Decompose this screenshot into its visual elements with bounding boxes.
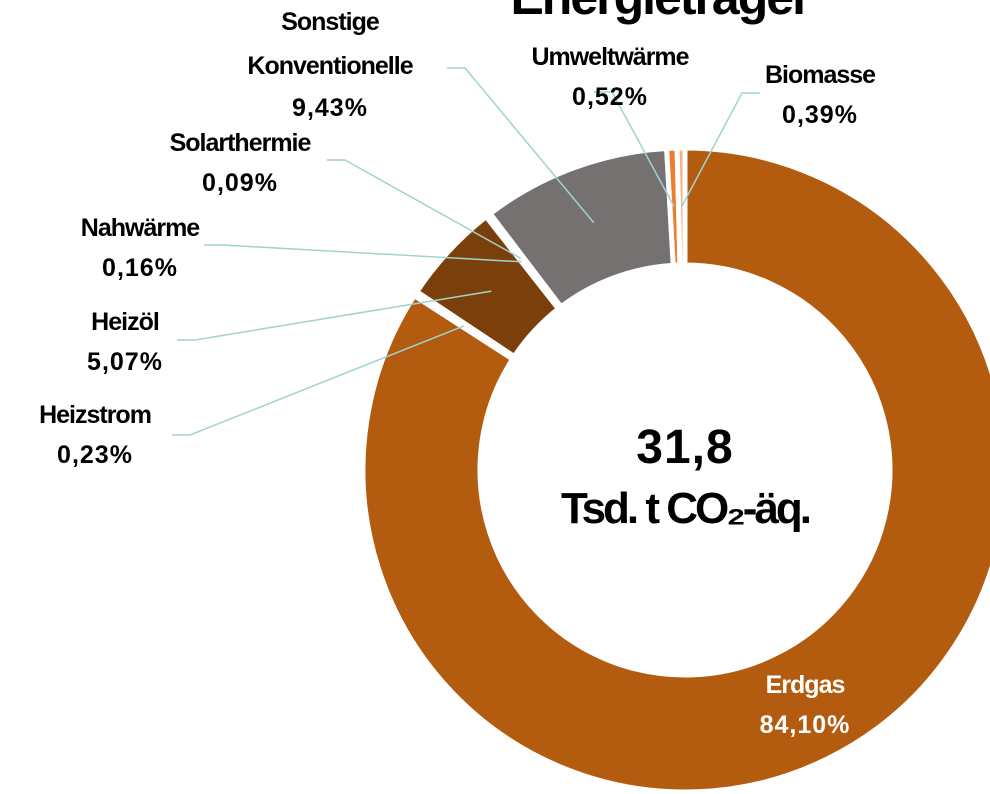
category-label: Umweltwärme — [531, 43, 689, 71]
chart-title: Energieträger — [510, 0, 811, 26]
category-label: Heizöl — [91, 308, 160, 336]
category-label: Sonstige Konventionelle — [247, 8, 413, 80]
leader-line — [594, 91, 675, 208]
donut-segment — [674, 145, 688, 268]
value-label: 0,39% — [782, 101, 858, 129]
category-label: Solarthermie — [169, 129, 312, 157]
data-label: Heizöl 5,07% — [87, 302, 163, 382]
value-label: 5,07% — [87, 348, 163, 376]
category-label: Nahwärme — [80, 214, 200, 242]
leader-line — [172, 325, 465, 436]
value-label: 0,52% — [572, 83, 648, 111]
data-label: Nahwärme 0,16% — [80, 208, 200, 288]
value-label: 0,09% — [202, 169, 278, 197]
data-label: Sonstige Konventionelle 9,43% — [220, 0, 440, 128]
value-label: 0,23% — [57, 441, 133, 469]
value-label: 9,43% — [292, 94, 368, 122]
value-label: 84,10% — [759, 711, 851, 739]
data-label: Biomasse 0,39% — [764, 55, 876, 135]
center-value: 31,8 — [636, 421, 734, 474]
data-label: Heizstrom 0,23% — [39, 395, 152, 475]
category-label: Heizstrom — [39, 401, 152, 429]
value-label: 0,16% — [102, 254, 178, 282]
center-unit: Tsd. t CO₂-äq. — [560, 484, 812, 533]
category-label: Erdgas — [765, 671, 846, 699]
leader-line — [447, 67, 595, 224]
data-label: Solarthermie 0,09% — [169, 123, 312, 203]
donut-segment — [360, 145, 990, 794]
data-label: Erdgas 84,10% — [760, 665, 851, 745]
leader-line — [177, 290, 492, 341]
leader-line — [681, 92, 760, 207]
data-label: Umweltwärme 0,52% — [531, 37, 689, 117]
category-label: Biomasse — [764, 61, 876, 89]
leader-line — [204, 244, 524, 263]
leader-line — [327, 159, 526, 262]
